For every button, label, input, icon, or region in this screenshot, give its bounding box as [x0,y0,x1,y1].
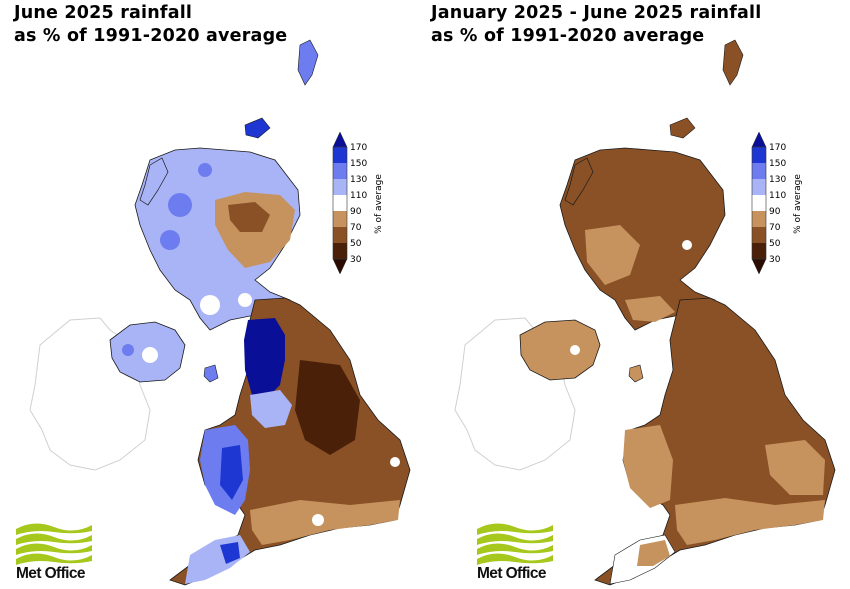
jan-jun-rainfall-map [454,39,836,586]
legend-colorbar: 170 150 130 110 90 70 50 30 % of average [751,131,803,275]
legend-under-arrow [332,258,348,275]
map-title: January 2025 - June 2025 rainfall as % o… [431,2,761,48]
legend-tick: 90 [350,207,362,217]
rainfall-legend: 170 150 130 110 90 70 50 30 % of average [751,131,832,277]
legend-over-arrow [751,131,767,148]
met-office-waves-icon [16,523,92,565]
legend-tick: 70 [350,223,362,233]
legend-tick: 110 [769,191,786,201]
title-line-2: as % of 1991-2020 average [431,26,705,46]
legend-tick: 30 [350,255,362,265]
title-line-1: June 2025 rainfall [14,3,193,23]
legend-under-arrow [751,258,767,275]
legend-over-arrow [332,131,348,148]
legend-tick: 50 [350,239,362,249]
isle-of-man [628,364,644,383]
legend-tick: 170 [350,143,367,153]
legend-tick: 70 [769,223,781,233]
legend-axis-label: % of average [374,174,384,234]
legend-bin [752,211,766,227]
legend-bin [752,195,766,211]
met-office-logo: Met Office [475,519,561,589]
legend-bin [752,179,766,195]
western-isles [564,157,594,206]
legend-tick: 130 [769,175,786,185]
legend-bin [333,147,347,163]
legend-tick: 110 [350,191,367,201]
legend-axis-label: % of average [793,174,803,234]
legend-tick: 150 [350,159,367,169]
ireland-outline [454,317,576,471]
isle-of-man [203,364,219,383]
legend-bin [752,163,766,179]
met-office-wordmark: Met Office [16,565,86,582]
legend-tick: 50 [769,239,781,249]
shetland [297,39,319,86]
legend-bin [752,243,766,259]
legend-tick: 130 [350,175,367,185]
legend-bin [333,163,347,179]
title-line-1: January 2025 - June 2025 rainfall [431,3,762,23]
northern-ireland [519,319,601,381]
legend-bin [333,179,347,195]
met-office-waves-icon [477,523,553,565]
orkney [244,117,271,139]
orkney [669,117,696,139]
legend-colorbar: 170 150 130 110 90 70 50 30 % of average [332,131,384,275]
legend-tick: 150 [769,159,786,169]
legend-bin [752,147,766,163]
western-isles [139,157,169,206]
ireland-outline [29,317,151,471]
jan-jun-rainfall-panel: January 2025 - June 2025 rainfall as % o… [425,0,850,589]
met-office-logo: Met Office [14,519,100,589]
june-rainfall-map [29,39,411,586]
legend-bin [333,243,347,259]
map-title: June 2025 rainfall as % of 1991-2020 ave… [14,2,287,48]
legend-bin [333,211,347,227]
legend-bin [333,227,347,243]
shetland [722,39,744,86]
met-office-wordmark: Met Office [477,565,547,582]
legend-tick: 30 [769,255,781,265]
legend-tick: 90 [769,207,781,217]
june-rainfall-panel: June 2025 rainfall as % of 1991-2020 ave… [14,2,413,589]
title-line-2: as % of 1991-2020 average [14,26,288,46]
legend-bin [333,195,347,211]
legend-bin [752,227,766,243]
legend-tick: 170 [769,143,786,153]
rainfall-legend: 170 150 130 110 90 70 50 30 % of average [332,131,413,277]
